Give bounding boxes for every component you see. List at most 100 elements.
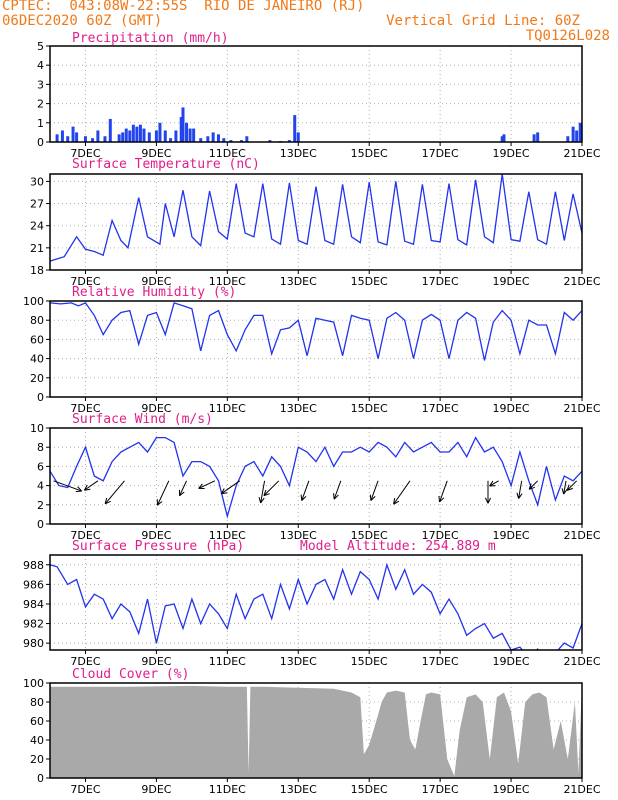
grid-lines	[50, 555, 583, 650]
precip-bar	[117, 134, 121, 142]
x-tick-label: 17DEC	[422, 147, 459, 160]
precip-bar	[571, 126, 575, 142]
x-tick-label: 21DEC	[563, 147, 600, 160]
grid-lines	[50, 428, 583, 524]
x-tick-label: 15DEC	[351, 402, 388, 415]
precip-bar	[185, 122, 189, 142]
y-tick-label: 3	[37, 78, 44, 91]
y-tick-label: 2	[37, 98, 44, 111]
panel-5: 980 982 984 986 988 7DEC 9DEC 11DEC 13DEC 15DEC 17…	[23, 539, 601, 668]
x-tick-label: 11DEC	[209, 783, 246, 796]
x-tick-label: 11DEC	[209, 402, 246, 415]
y-tick-label: 984	[23, 598, 44, 611]
x-tick-label: 19DEC	[493, 275, 530, 288]
x-tick-label: 19DEC	[493, 655, 530, 668]
x-tick-label: 15DEC	[351, 529, 388, 542]
header-grid-line: Vertical Grid Line: 60Z	[386, 13, 580, 29]
y-tick-label: 988	[23, 559, 44, 572]
x-tick-label: 9DEC	[141, 529, 171, 542]
panel-frame	[49, 45, 583, 143]
y-tick-label: 100	[23, 677, 44, 690]
y-tick-label: 40	[30, 353, 44, 366]
x-tick-label: 11DEC	[209, 275, 246, 288]
precip-bar	[268, 140, 272, 142]
precip-bar	[192, 128, 196, 142]
y-tick-label: 20	[30, 753, 44, 766]
grid-lines	[50, 46, 583, 142]
x-tick-label: 7DEC	[70, 275, 100, 288]
header-station: CPTEC: 043:08W-22:55S RIO DE JANEIRO (RJ…	[2, 0, 365, 14]
x-tick-label: 19DEC	[493, 783, 530, 796]
panel-frame	[49, 682, 583, 779]
y-tick-label: 982	[23, 618, 44, 631]
y-tick-label: 0	[37, 391, 44, 404]
x-tick-label: 17DEC	[422, 275, 459, 288]
precip-bar	[532, 134, 536, 142]
precip-bar	[296, 132, 300, 142]
chart-header: CPTEC: 043:08W-22:55S RIO DE JANEIRO (RJ…	[0, 0, 618, 46]
y-tick-label: 24	[30, 220, 44, 233]
y-tick-label: 21	[30, 242, 44, 255]
y-tick-label: 986	[23, 578, 44, 591]
precip-bar	[199, 138, 203, 142]
wind-arrow	[258, 480, 266, 504]
y-tick-label: 4	[37, 59, 44, 72]
y-tick-label: 18	[30, 264, 44, 277]
wind-arrow	[393, 480, 411, 505]
x-tick-label: 13DEC	[280, 275, 317, 288]
precip-bar	[240, 140, 244, 142]
panel-title: Cloud Cover (%)	[72, 667, 189, 682]
series	[50, 302, 582, 361]
precip-bar	[154, 130, 158, 142]
x-tick-label: 21DEC	[563, 783, 600, 796]
wind-arrow	[83, 480, 99, 491]
x-tick-label: 9DEC	[141, 275, 171, 288]
series	[55, 107, 582, 142]
y-tick-label: 60	[30, 715, 44, 728]
panel-1: 0 1 2 3 4 5 7DEC 9DEC 11DEC 13DEC 15DEC 17DEC 19DEC 2…	[37, 31, 601, 160]
precip-bar	[578, 122, 582, 142]
y-tick-label: 2	[37, 499, 44, 512]
x-tick-label: 15DEC	[351, 783, 388, 796]
x-tick-label: 13DEC	[280, 783, 317, 796]
x-tick-label: 7DEC	[70, 655, 100, 668]
panel-title: Surface Pressure (hPa)	[72, 539, 244, 554]
precip-bar	[566, 136, 570, 142]
precip-bar	[536, 132, 540, 142]
x-tick-label: 13DEC	[280, 655, 317, 668]
precip-bar	[158, 122, 162, 142]
wind-arrow	[484, 480, 492, 504]
precip-bar	[188, 128, 192, 142]
y-tick-label: 0	[37, 772, 44, 785]
y-tick-label: 80	[30, 314, 44, 327]
header-model-code: TQ0126L028	[525, 28, 610, 44]
wind-arrow	[489, 480, 499, 487]
panel-6: 0 20 40 60 80 100 7DEC 9DEC 11DEC 13DEC 15DEC 17DEC…	[23, 667, 601, 796]
x-tick-label: 13DEC	[280, 147, 317, 160]
precip-bar	[135, 126, 139, 142]
panel-frame	[49, 427, 583, 525]
x-tick-label: 21DEC	[563, 275, 600, 288]
wind-arrow	[156, 480, 170, 506]
wind-arrow	[198, 480, 216, 489]
x-tick-label: 17DEC	[422, 402, 459, 415]
panel-title: Surface Wind (m/s)	[72, 412, 213, 427]
precip-bar	[179, 117, 183, 142]
precip-bar	[66, 136, 70, 142]
precip-bar	[121, 132, 125, 142]
series	[50, 562, 582, 650]
panel-frame	[49, 554, 583, 651]
x-tick-label: 15DEC	[351, 655, 388, 668]
precip-bar	[75, 132, 79, 142]
x-tick-label: 19DEC	[493, 402, 530, 415]
series-line	[50, 174, 582, 262]
precip-bar	[500, 136, 504, 142]
wind-arrow	[333, 480, 342, 500]
panel-title: Relative Humidity (%)	[72, 285, 236, 300]
x-tick-label: 7DEC	[70, 783, 100, 796]
x-tick-label: 7DEC	[70, 529, 100, 542]
wind-arrow	[528, 480, 539, 490]
y-tick-label: 1	[37, 117, 44, 130]
x-tick-label: 17DEC	[422, 529, 459, 542]
